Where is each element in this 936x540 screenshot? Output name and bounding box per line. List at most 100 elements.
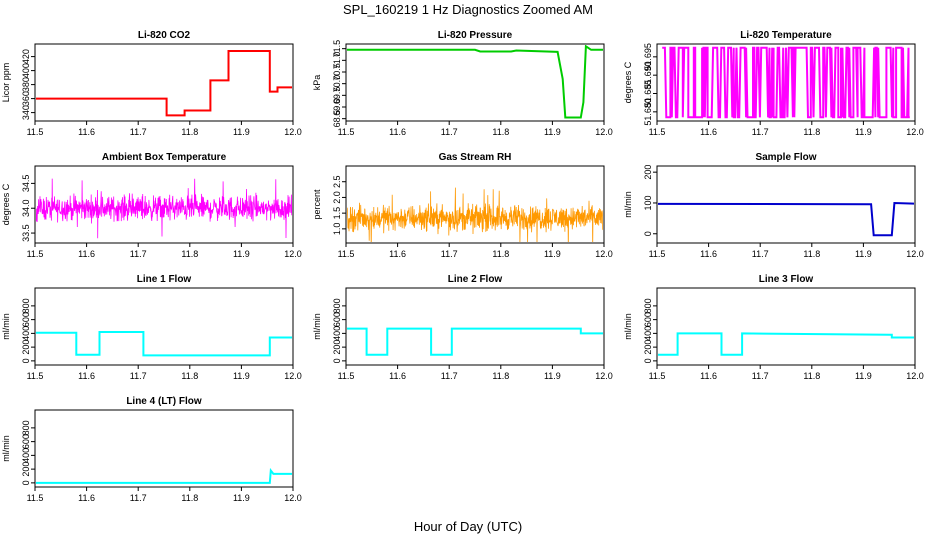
x-tick-label: 11.6: [78, 127, 95, 137]
y-tick-label: 600: [643, 312, 653, 327]
x-tick-label: 12.0: [284, 127, 302, 137]
x-tick-label: 11.9: [233, 493, 250, 503]
plot-frame: [656, 165, 916, 244]
y-tick-label: 2.5: [332, 175, 342, 188]
y-tick-label: 400: [21, 63, 31, 78]
x-tick-label: 11.7: [441, 249, 458, 259]
x-tick-label: 11.8: [803, 127, 820, 137]
x-tick-label: 12.0: [906, 127, 924, 137]
panel-title: Line 4 (LT) Flow: [126, 396, 202, 407]
x-tick-label: 12.0: [906, 249, 924, 259]
x-tick-label: 12.0: [595, 127, 613, 137]
x-tick-label: 11.8: [181, 249, 198, 259]
y-tick-label: 33.5: [21, 224, 31, 242]
panel-title: Ambient Box Temperature: [102, 152, 227, 163]
y-axis-label: Licor ppm: [1, 63, 11, 103]
x-tick-label: 11.7: [752, 127, 769, 137]
y-tick-label: 1.5: [332, 207, 342, 220]
y-tick-label: 0: [332, 358, 342, 363]
y-tick-label: 400: [643, 326, 653, 341]
y-tick-label: 0: [643, 231, 653, 236]
x-tick-label: 11.7: [130, 127, 147, 137]
y-tick-label: 0: [21, 480, 31, 485]
x-tick-label: 11.9: [233, 127, 250, 137]
y-tick-label: 69.0: [332, 98, 342, 116]
x-tick-label: 11.8: [803, 371, 820, 381]
figure-title: SPL_160219 1 Hz Diagnostics Zoomed AM: [342, 2, 594, 17]
series-line: [347, 45, 603, 119]
x-tick-label: 11.7: [130, 493, 147, 503]
y-tick-label: 51.680: [643, 98, 653, 126]
x-tick-label: 11.5: [338, 127, 355, 137]
y-tick-label: 400: [21, 326, 31, 341]
x-tick-label: 11.9: [233, 249, 250, 259]
plot-frame: [656, 43, 916, 122]
y-tick-label: 200: [332, 340, 342, 355]
plot-frame: [34, 409, 294, 488]
x-tick-label: 12.0: [284, 493, 302, 503]
plot-frame: [34, 43, 294, 122]
panel-li-820-pressure: Li-820 Pressure kPa 11.5 11.6 11.7 11.8 11.9 12…: [312, 30, 613, 137]
y-tick-label: 340: [21, 105, 31, 120]
plot-frame: [345, 165, 605, 244]
y-tick-label: 70.0: [332, 75, 342, 93]
x-tick-label: 12.0: [284, 249, 302, 259]
y-axis-label: percent: [312, 189, 322, 220]
panel-title: Li-820 Temperature: [740, 30, 832, 41]
x-tick-label: 11.7: [130, 371, 147, 381]
y-axis-label: kPa: [312, 75, 322, 91]
panel-title: Sample Flow: [755, 152, 816, 163]
x-tick-label: 11.5: [649, 127, 666, 137]
y-axis-label: degrees C: [623, 61, 633, 103]
x-tick-label: 11.8: [803, 249, 820, 259]
x-tick-label: 11.5: [338, 249, 355, 259]
x-tick-label: 11.6: [700, 127, 717, 137]
y-tick-label: 70.5: [332, 63, 342, 81]
x-tick-label: 11.6: [700, 371, 717, 381]
panel-li-820-temperature: Li-820 Temperature degrees C 11.5 11.6 11.7 1…: [623, 30, 924, 137]
plot-frame: [345, 43, 605, 122]
y-tick-label: 800: [21, 420, 31, 435]
y-tick-label: 34.0: [21, 199, 31, 217]
x-tick-label: 11.9: [544, 249, 561, 259]
y-axis-label: ml/min: [623, 191, 633, 218]
panel-title: Line 1 Flow: [137, 274, 192, 285]
x-tick-label: 11.6: [78, 493, 95, 503]
y-tick-label: 100: [643, 195, 653, 210]
y-tick-label: 600: [332, 312, 342, 327]
x-tick-label: 11.7: [752, 371, 769, 381]
y-tick-label: 34.5: [21, 175, 31, 193]
x-tick-label: 12.0: [595, 249, 613, 259]
y-tick-label: 600: [21, 312, 31, 327]
y-axis-label: degrees C: [1, 183, 11, 225]
series-line: [347, 327, 603, 356]
x-tick-label: 11.6: [389, 371, 406, 381]
panel-title: Gas Stream RH: [439, 152, 512, 163]
y-tick-label: 200: [21, 340, 31, 355]
y-tick-label: 69.5: [332, 87, 342, 105]
y-tick-label: 71.0: [332, 52, 342, 70]
y-tick-label: 360: [21, 91, 31, 106]
x-tick-label: 11.8: [492, 127, 509, 137]
y-tick-label: 200: [643, 340, 653, 355]
x-tick-label: 11.6: [78, 249, 95, 259]
panel-line-1-flow: Line 1 Flow ml/min 11.5 11.6 11.7 11.8 11.9 12.…: [1, 274, 302, 381]
series-line: [36, 50, 292, 117]
x-tick-label: 11.9: [855, 127, 872, 137]
y-tick-label: 1.0: [332, 223, 342, 236]
series-line: [662, 46, 910, 119]
x-tick-label: 11.5: [27, 127, 44, 137]
x-tick-label: 11.7: [441, 127, 458, 137]
y-axis-label: ml/min: [1, 313, 11, 340]
y-tick-label: 200: [21, 462, 31, 477]
y-tick-label: 51.695: [643, 43, 653, 71]
x-tick-label: 11.8: [492, 249, 509, 259]
series-line: [36, 178, 292, 239]
panel-line-2-flow: Line 2 Flow ml/min 11.5 11.6 11.7 11.8 11.9 12.…: [312, 274, 613, 381]
panel-title: Line 2 Flow: [448, 274, 503, 285]
y-tick-label: 51.685: [643, 80, 653, 108]
x-tick-label: 11.6: [389, 249, 406, 259]
y-axis-label: ml/min: [623, 313, 633, 340]
x-tick-label: 11.8: [181, 371, 198, 381]
